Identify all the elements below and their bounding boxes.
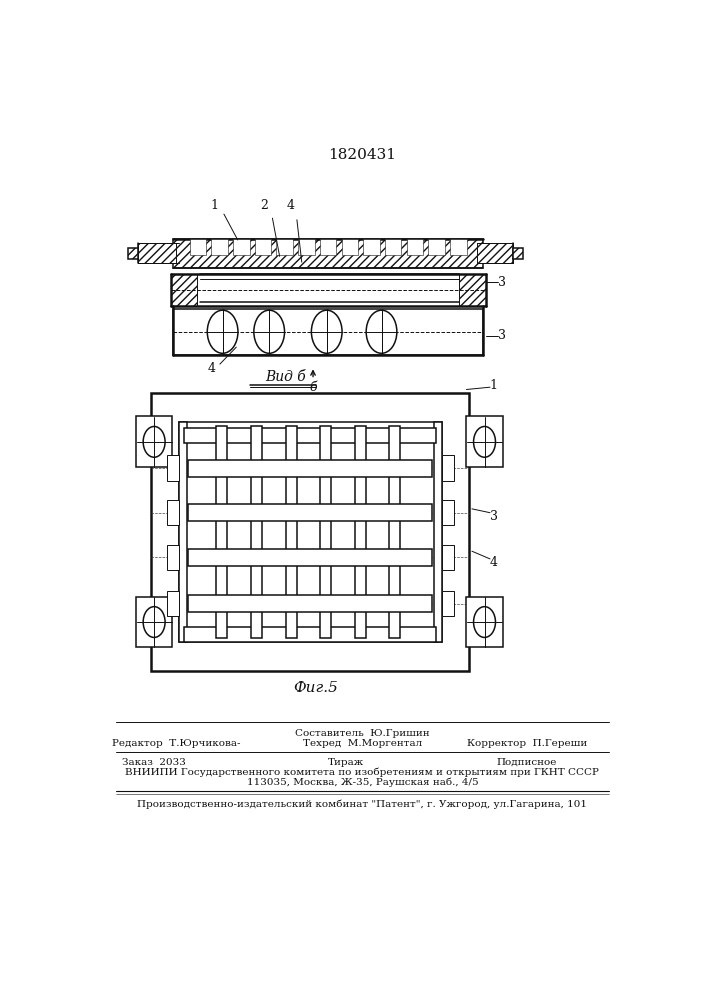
- Bar: [167, 545, 179, 570]
- Bar: [138, 243, 176, 263]
- Bar: [188, 595, 433, 612]
- Bar: [211, 239, 228, 255]
- Text: 3: 3: [498, 329, 506, 342]
- Circle shape: [254, 310, 284, 353]
- Bar: [477, 243, 513, 263]
- Text: 1: 1: [490, 379, 498, 392]
- Circle shape: [144, 426, 165, 457]
- Circle shape: [474, 426, 496, 457]
- Text: 3: 3: [490, 510, 498, 523]
- Text: Тираж: Тираж: [328, 758, 364, 767]
- Bar: [189, 239, 206, 255]
- Text: 3: 3: [490, 425, 498, 438]
- Text: 2: 2: [259, 199, 268, 212]
- Text: Подписное: Подписное: [496, 758, 557, 767]
- Bar: [216, 426, 227, 638]
- Bar: [363, 239, 380, 255]
- Bar: [151, 393, 469, 671]
- Bar: [442, 455, 454, 481]
- Bar: [389, 426, 400, 638]
- Bar: [179, 422, 442, 642]
- Bar: [185, 428, 436, 443]
- Bar: [286, 426, 297, 638]
- Text: 3: 3: [498, 276, 506, 289]
- Text: Производственно-издательский комбинат "Патент", г. Ужгород, ул.Гагарина, 101: Производственно-издательский комбинат "П…: [137, 799, 588, 809]
- Bar: [167, 500, 179, 525]
- Bar: [513, 248, 523, 259]
- Bar: [128, 248, 138, 259]
- Bar: [255, 239, 271, 255]
- Text: Редактор  Т.Юрчикова-: Редактор Т.Юрчикова-: [112, 739, 240, 748]
- Bar: [467, 597, 503, 647]
- Bar: [341, 239, 358, 255]
- Text: Вид б: Вид б: [265, 370, 306, 384]
- Text: ВНИИПИ Государственного комитета по изобретениям и открытиям при ГКНТ СССР: ВНИИПИ Государственного комитета по изоб…: [125, 767, 600, 777]
- Text: Заказ  2033: Заказ 2033: [122, 758, 186, 767]
- Bar: [136, 416, 173, 467]
- Bar: [188, 504, 433, 521]
- Bar: [179, 422, 187, 642]
- Bar: [188, 460, 433, 477]
- Bar: [428, 239, 445, 255]
- Circle shape: [474, 607, 496, 637]
- Text: Составитель  Ю.Гришин: Составитель Ю.Гришин: [295, 729, 430, 738]
- Text: 1: 1: [211, 199, 218, 212]
- Bar: [276, 239, 293, 255]
- Bar: [433, 422, 442, 642]
- Text: Корректор  П.Гереши: Корректор П.Гереши: [467, 739, 587, 748]
- Bar: [188, 549, 433, 566]
- Text: б: б: [309, 381, 317, 394]
- Circle shape: [311, 310, 342, 353]
- Bar: [460, 274, 486, 306]
- Text: Фиг.5: Фиг.5: [293, 681, 338, 695]
- Text: Техред  М.Моргентал: Техред М.Моргентал: [303, 739, 422, 748]
- Text: 1820431: 1820431: [328, 148, 397, 162]
- Circle shape: [207, 310, 238, 353]
- Bar: [407, 239, 423, 255]
- Bar: [385, 239, 402, 255]
- Bar: [136, 597, 173, 647]
- Bar: [442, 545, 454, 570]
- Bar: [442, 591, 454, 616]
- Bar: [298, 239, 315, 255]
- Bar: [320, 239, 337, 255]
- Text: 4: 4: [287, 199, 295, 212]
- Bar: [450, 239, 467, 255]
- Bar: [185, 627, 436, 642]
- Text: 4: 4: [208, 362, 216, 375]
- Bar: [442, 500, 454, 525]
- Text: 113035, Москва, Ж-35, Раушская наб., 4/5: 113035, Москва, Ж-35, Раушская наб., 4/5: [247, 777, 478, 787]
- Bar: [250, 426, 262, 638]
- Bar: [167, 455, 179, 481]
- Text: 4: 4: [490, 556, 498, 569]
- Bar: [320, 426, 331, 638]
- Bar: [233, 239, 250, 255]
- Bar: [170, 274, 197, 306]
- Bar: [173, 239, 483, 268]
- Bar: [167, 591, 179, 616]
- Circle shape: [144, 607, 165, 637]
- Bar: [467, 416, 503, 467]
- Bar: [355, 426, 366, 638]
- Circle shape: [366, 310, 397, 353]
- Bar: [173, 309, 483, 355]
